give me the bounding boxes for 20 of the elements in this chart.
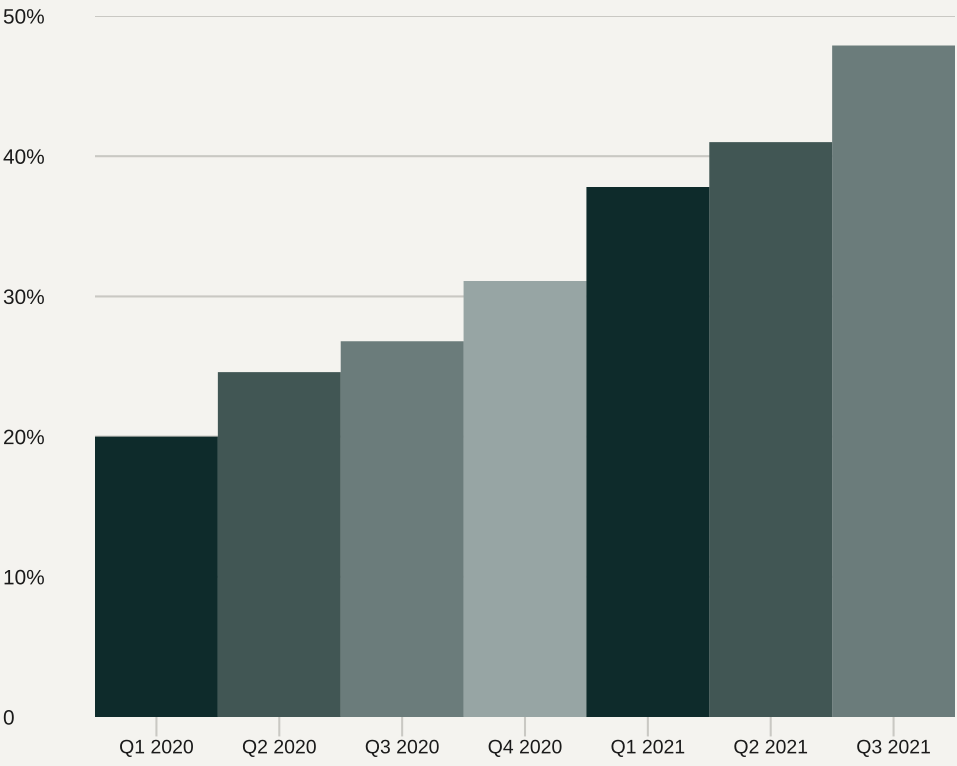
x-tick-label: Q1 2021 [611, 740, 684, 757]
x-tick-label: Q3 2021 [857, 740, 930, 757]
bar [832, 45, 955, 717]
bar [340, 341, 464, 717]
bar [95, 436, 218, 717]
y-tick-label: 30% [4, 289, 44, 304]
x-tick-label: Q4 2020 [488, 740, 562, 757]
bar [464, 280, 586, 717]
y-tick-label: 20% [4, 430, 44, 444]
x-tick-label: Q1 2020 [120, 740, 193, 757]
bar [586, 187, 710, 717]
y-tick-label: 50% [4, 9, 44, 24]
x-tick-label: Q2 2020 [242, 740, 316, 757]
bar [218, 372, 341, 717]
y-tick-label: 40% [3, 149, 44, 164]
bar [709, 142, 832, 717]
x-tick-label: Q3 2020 [366, 740, 439, 757]
y-tick-label: 0 [4, 710, 14, 725]
x-tick-label: Q2 2021 [734, 740, 808, 757]
y-tick-label: 10% [4, 570, 44, 585]
